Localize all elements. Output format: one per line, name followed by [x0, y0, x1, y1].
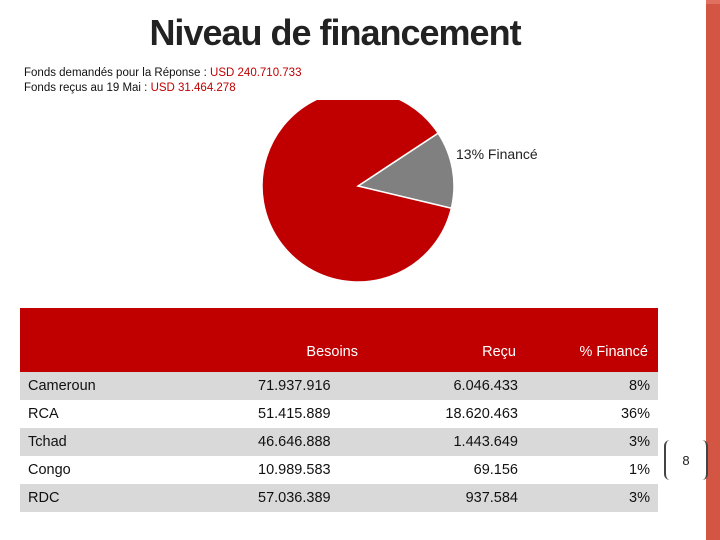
funds-received-line: Fonds reçus au 19 Mai : USD 31.464.278	[24, 81, 301, 96]
header-besoins: Besoins	[228, 308, 368, 372]
funds-requested-line: Fonds demandés pour la Réponse : USD 240…	[24, 66, 301, 81]
cell-pct: 8%	[526, 372, 658, 400]
funding-pie-chart	[261, 100, 455, 283]
table-row: Cameroun 71.937.916 6.046.433 8%	[20, 372, 658, 400]
cell-region: Tchad	[20, 428, 228, 456]
cell-besoins: 51.415.889	[258, 406, 331, 422]
funding-summary: Fonds demandés pour la Réponse : USD 240…	[24, 66, 301, 96]
page-title: Niveau de financement	[149, 12, 521, 53]
pie-slice-unfunded	[261, 100, 453, 283]
cell-recu: 18.620.463	[445, 406, 518, 422]
table-row: Congo 10.989.583 69.156 1%	[20, 456, 658, 484]
side-accent-bar	[706, 0, 720, 540]
funding-table: Besoins Reçu % Financé Cameroun 71.937.9…	[20, 308, 658, 512]
pie-annotation: 13% Financé	[456, 146, 538, 162]
cell-besoins: 57.036.389	[228, 484, 368, 512]
header-region	[20, 308, 228, 372]
table-row: Tchad 46.646.888 1.443.649 3%	[20, 428, 658, 456]
cell-pct: 3%	[526, 484, 658, 512]
cell-pct: 1%	[629, 462, 650, 478]
cell-recu: 937.584	[368, 484, 526, 512]
side-accent-bar-top	[706, 0, 720, 4]
funds-requested-value: USD 240.710.733	[210, 67, 302, 79]
table-row: RCA 51.415.889 18.620.463 36%	[20, 400, 658, 428]
table-header-row: Besoins Reçu % Financé	[20, 308, 658, 372]
funds-received-label: Fonds reçus au 19 Mai :	[24, 82, 151, 94]
cell-pct: 36%	[620, 406, 650, 422]
table-row: RDC 57.036.389 937.584 3%	[20, 484, 658, 512]
cell-recu: 69.156	[473, 462, 518, 478]
funds-requested-label: Fonds demandés pour la Réponse :	[24, 67, 211, 79]
cell-region: RDC	[20, 484, 228, 512]
cell-region: Cameroun	[20, 372, 228, 400]
cell-region: RCA	[28, 406, 59, 422]
cell-besoins: 71.937.916	[228, 372, 368, 400]
page-number: 8	[664, 440, 708, 480]
funds-received-value: USD 31.464.278	[150, 82, 236, 94]
cell-recu: 6.046.433	[368, 372, 526, 400]
cell-pct: 3%	[526, 428, 658, 456]
cell-besoins: 10.989.583	[258, 462, 331, 478]
header-pct: % Financé	[526, 308, 658, 372]
pie-slice-funded	[356, 132, 455, 210]
cell-region: Congo	[28, 462, 71, 478]
header-recu: Reçu	[368, 308, 526, 372]
cell-besoins: 46.646.888	[228, 428, 368, 456]
cell-recu: 1.443.649	[368, 428, 526, 456]
